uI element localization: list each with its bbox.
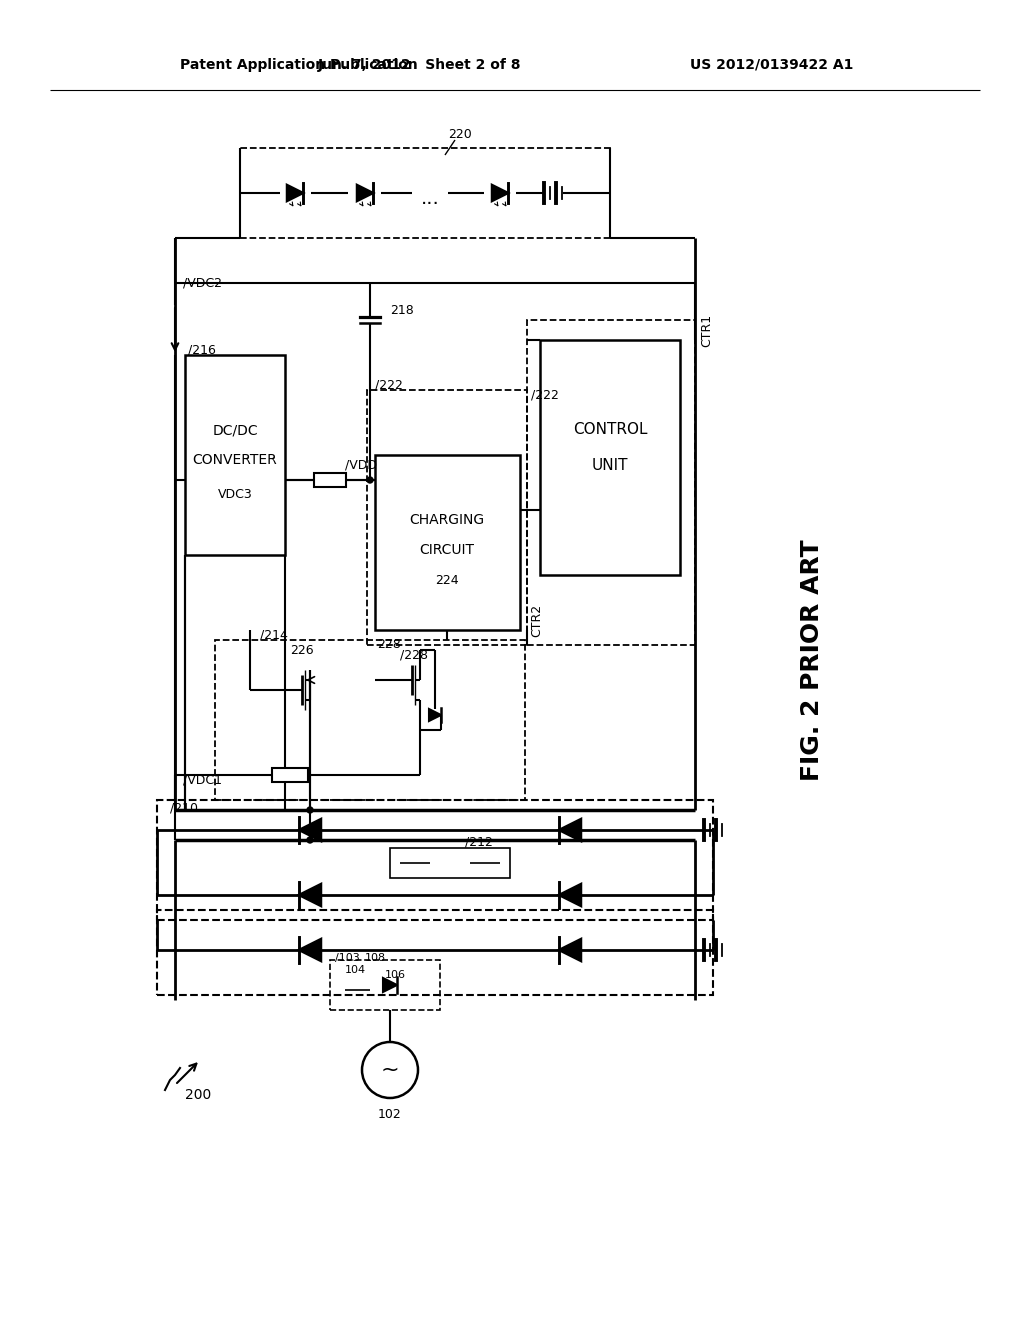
- Text: CONTROL: CONTROL: [572, 422, 647, 437]
- Text: /103: /103: [335, 953, 359, 964]
- Polygon shape: [357, 185, 373, 201]
- Text: /228: /228: [400, 648, 428, 661]
- Text: /212: /212: [465, 836, 493, 849]
- Text: ~: ~: [381, 1060, 399, 1080]
- Polygon shape: [559, 884, 581, 906]
- Text: 104: 104: [345, 965, 367, 975]
- Bar: [540, 341, 680, 576]
- Text: 108: 108: [365, 953, 386, 964]
- Bar: [330, 960, 440, 1010]
- Text: /VDD: /VDD: [345, 458, 377, 471]
- Text: DC/DC: DC/DC: [212, 422, 258, 437]
- Polygon shape: [299, 884, 321, 906]
- Polygon shape: [383, 978, 397, 993]
- Text: 218: 218: [390, 304, 414, 317]
- Text: CHARGING: CHARGING: [410, 513, 484, 527]
- Polygon shape: [559, 818, 581, 841]
- Bar: [272, 768, 308, 781]
- Bar: [240, 148, 610, 238]
- Text: CTR1: CTR1: [700, 313, 713, 347]
- Text: /214: /214: [260, 628, 288, 642]
- Bar: [314, 473, 346, 487]
- Polygon shape: [287, 185, 303, 201]
- Bar: [367, 389, 527, 645]
- Polygon shape: [492, 185, 508, 201]
- Text: Patent Application Publication: Patent Application Publication: [180, 58, 418, 73]
- Text: 220: 220: [449, 128, 472, 141]
- Text: US 2012/0139422 A1: US 2012/0139422 A1: [690, 58, 853, 73]
- Bar: [157, 800, 713, 920]
- Text: /216: /216: [188, 343, 216, 356]
- Bar: [527, 319, 695, 645]
- Text: 200: 200: [185, 1088, 211, 1102]
- Circle shape: [307, 837, 313, 843]
- Text: CIRCUIT: CIRCUIT: [420, 543, 474, 557]
- Text: VDC3: VDC3: [218, 488, 252, 502]
- Polygon shape: [299, 818, 321, 841]
- Text: 226: 226: [290, 644, 313, 656]
- Bar: [375, 455, 520, 630]
- Text: 102: 102: [378, 1109, 401, 1122]
- Text: Jun. 7, 2012   Sheet 2 of 8: Jun. 7, 2012 Sheet 2 of 8: [318, 58, 522, 73]
- Polygon shape: [429, 709, 441, 721]
- Text: CONVERTER: CONVERTER: [193, 453, 278, 467]
- Text: /222: /222: [531, 388, 559, 401]
- Text: 224: 224: [435, 573, 459, 586]
- Bar: [185, 355, 285, 554]
- Text: 228: 228: [377, 639, 400, 652]
- Text: /VDC1: /VDC1: [183, 774, 222, 787]
- Polygon shape: [299, 939, 321, 961]
- Text: UNIT: UNIT: [592, 458, 629, 473]
- Bar: [215, 640, 525, 800]
- Bar: [390, 847, 510, 878]
- Text: /VDC2: /VDC2: [183, 276, 222, 289]
- Text: /222: /222: [375, 379, 402, 392]
- Circle shape: [307, 807, 313, 813]
- Text: CTR2: CTR2: [530, 603, 543, 636]
- Text: 106: 106: [385, 970, 406, 979]
- Text: /210: /210: [170, 801, 198, 814]
- Text: ...: ...: [421, 189, 439, 207]
- Polygon shape: [559, 939, 581, 961]
- Circle shape: [367, 477, 373, 483]
- Text: FIG. 2 PRIOR ART: FIG. 2 PRIOR ART: [800, 539, 824, 781]
- Bar: [157, 909, 713, 995]
